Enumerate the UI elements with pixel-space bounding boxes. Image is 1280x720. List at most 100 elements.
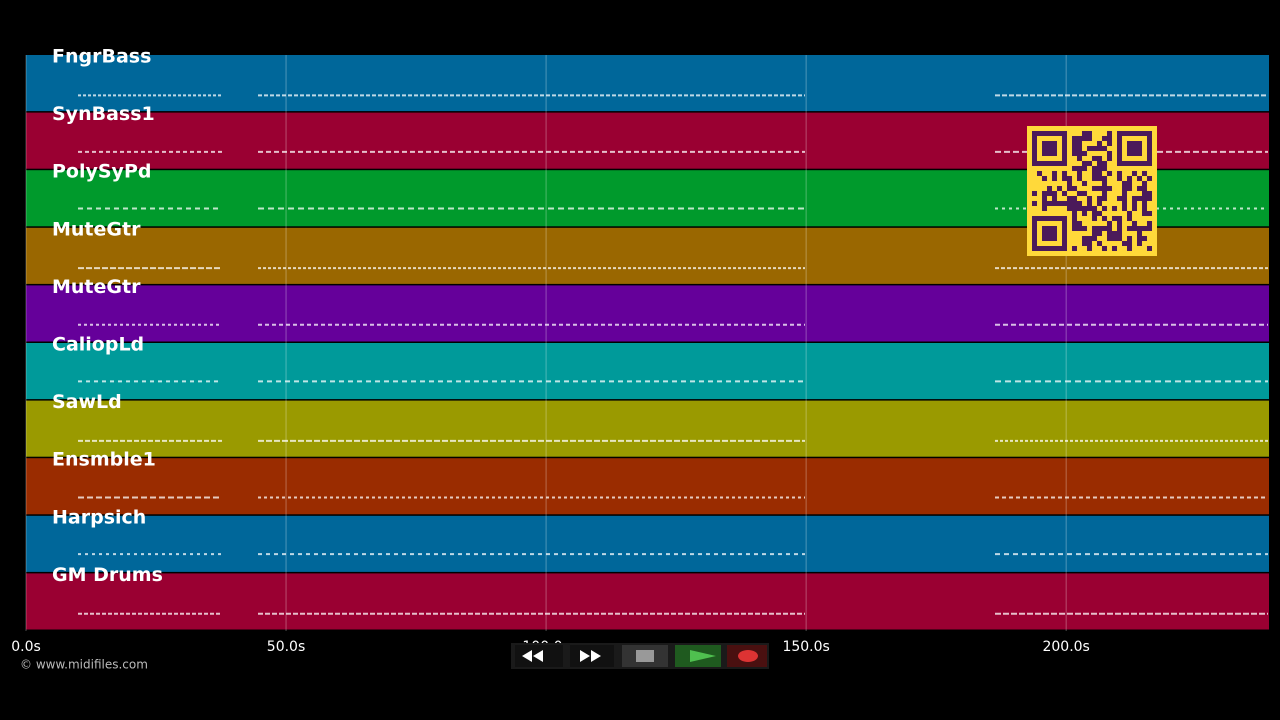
qr-code <box>1027 126 1157 256</box>
qr-module <box>1097 146 1102 151</box>
qr-module <box>1092 236 1097 241</box>
qr-module <box>1087 196 1092 201</box>
qr-module <box>1042 206 1047 211</box>
qr-module <box>1042 191 1047 196</box>
qr-module <box>1077 156 1082 161</box>
qr-module <box>1117 216 1122 221</box>
qr-module <box>1072 146 1077 151</box>
qr-module <box>1072 246 1077 251</box>
rewind-button[interactable] <box>515 645 563 667</box>
qr-module <box>1092 166 1097 171</box>
qr-module <box>1142 186 1147 191</box>
qr-module <box>1072 216 1077 221</box>
qr-module <box>1142 226 1147 231</box>
track-lane <box>26 285 1269 342</box>
qr-module <box>1147 221 1152 226</box>
qr-module <box>1117 196 1122 201</box>
qr-module <box>1127 226 1132 231</box>
qr-finder-core <box>1127 141 1142 156</box>
transport-controls <box>511 643 769 669</box>
copyright: © www.midifiles.com <box>20 658 148 672</box>
forward-button[interactable] <box>570 645 614 667</box>
qr-module <box>1082 166 1087 171</box>
qr-module <box>1097 201 1102 206</box>
qr-module <box>1092 176 1097 181</box>
qr-module <box>1107 226 1112 231</box>
qr-module <box>1107 186 1112 191</box>
qr-module <box>1122 191 1127 196</box>
qr-module <box>1097 171 1102 176</box>
qr-module <box>1097 226 1102 231</box>
qr-module <box>1067 201 1072 206</box>
qr-module <box>1122 241 1127 246</box>
qr-module <box>1107 141 1112 146</box>
qr-module <box>1107 221 1112 226</box>
qr-module <box>1142 181 1147 186</box>
qr-module <box>1087 131 1092 136</box>
qr-module <box>1082 191 1087 196</box>
qr-module <box>1052 171 1057 176</box>
qr-module <box>1072 166 1077 171</box>
qr-module <box>1137 231 1142 236</box>
qr-module <box>1082 241 1087 246</box>
qr-module <box>1102 216 1107 221</box>
qr-module <box>1077 201 1082 206</box>
qr-module <box>1047 201 1052 206</box>
qr-module <box>1122 206 1127 211</box>
qr-module <box>1132 226 1137 231</box>
track-lane <box>26 400 1269 457</box>
qr-module <box>1082 151 1087 156</box>
qr-module <box>1102 176 1107 181</box>
qr-module <box>1102 166 1107 171</box>
play-button[interactable] <box>675 645 721 667</box>
qr-module <box>1042 196 1047 201</box>
qr-module <box>1047 186 1052 191</box>
qr-module <box>1047 191 1052 196</box>
qr-module <box>1137 226 1142 231</box>
qr-module <box>1112 216 1117 221</box>
track-lane <box>26 573 1269 630</box>
track-name: SawLd <box>52 391 122 413</box>
qr-module <box>1092 156 1097 161</box>
qr-module <box>1092 226 1097 231</box>
qr-module <box>1107 231 1112 236</box>
track-name: MuteGtr <box>52 218 141 240</box>
qr-module <box>1092 186 1097 191</box>
qr-module <box>1042 176 1047 181</box>
qr-module <box>1107 151 1112 156</box>
qr-module <box>1052 191 1057 196</box>
qr-module <box>1077 141 1082 146</box>
qr-module <box>1077 206 1082 211</box>
qr-module <box>1072 186 1077 191</box>
qr-module <box>1117 171 1122 176</box>
qr-module <box>1127 236 1132 241</box>
qr-module <box>1127 211 1132 216</box>
qr-module <box>1107 236 1112 241</box>
qr-module <box>1072 196 1077 201</box>
qr-module <box>1102 191 1107 196</box>
qr-pattern <box>1032 131 1152 251</box>
qr-module <box>1067 206 1072 211</box>
qr-module <box>1142 196 1147 201</box>
qr-module <box>1077 166 1082 171</box>
qr-module <box>1117 226 1122 231</box>
record-icon <box>738 650 758 662</box>
qr-module <box>1097 156 1102 161</box>
qr-module <box>1082 181 1087 186</box>
qr-module <box>1072 151 1077 156</box>
track-lane <box>26 458 1269 515</box>
qr-module <box>1132 221 1137 226</box>
qr-finder-core <box>1042 226 1057 241</box>
qr-module <box>1087 241 1092 246</box>
qr-module <box>1077 176 1082 181</box>
qr-finder-core <box>1042 141 1057 156</box>
qr-module <box>1042 201 1047 206</box>
qr-module <box>1092 216 1097 221</box>
stop-button[interactable] <box>622 645 668 667</box>
qr-module <box>1082 211 1087 216</box>
qr-module <box>1077 151 1082 156</box>
qr-module <box>1137 196 1142 201</box>
qr-module <box>1077 221 1082 226</box>
record-button[interactable] <box>727 645 767 667</box>
